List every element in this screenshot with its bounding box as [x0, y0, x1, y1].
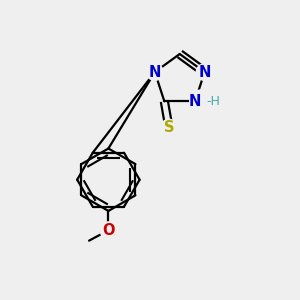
- Text: S: S: [164, 120, 174, 135]
- Text: N: N: [149, 64, 161, 80]
- Circle shape: [146, 64, 163, 80]
- Circle shape: [161, 119, 177, 136]
- Circle shape: [196, 64, 213, 80]
- Circle shape: [100, 222, 117, 238]
- Text: N: N: [189, 94, 201, 109]
- Text: N: N: [198, 64, 211, 80]
- Text: -H: -H: [206, 95, 220, 108]
- Circle shape: [190, 90, 212, 112]
- Text: O: O: [102, 223, 115, 238]
